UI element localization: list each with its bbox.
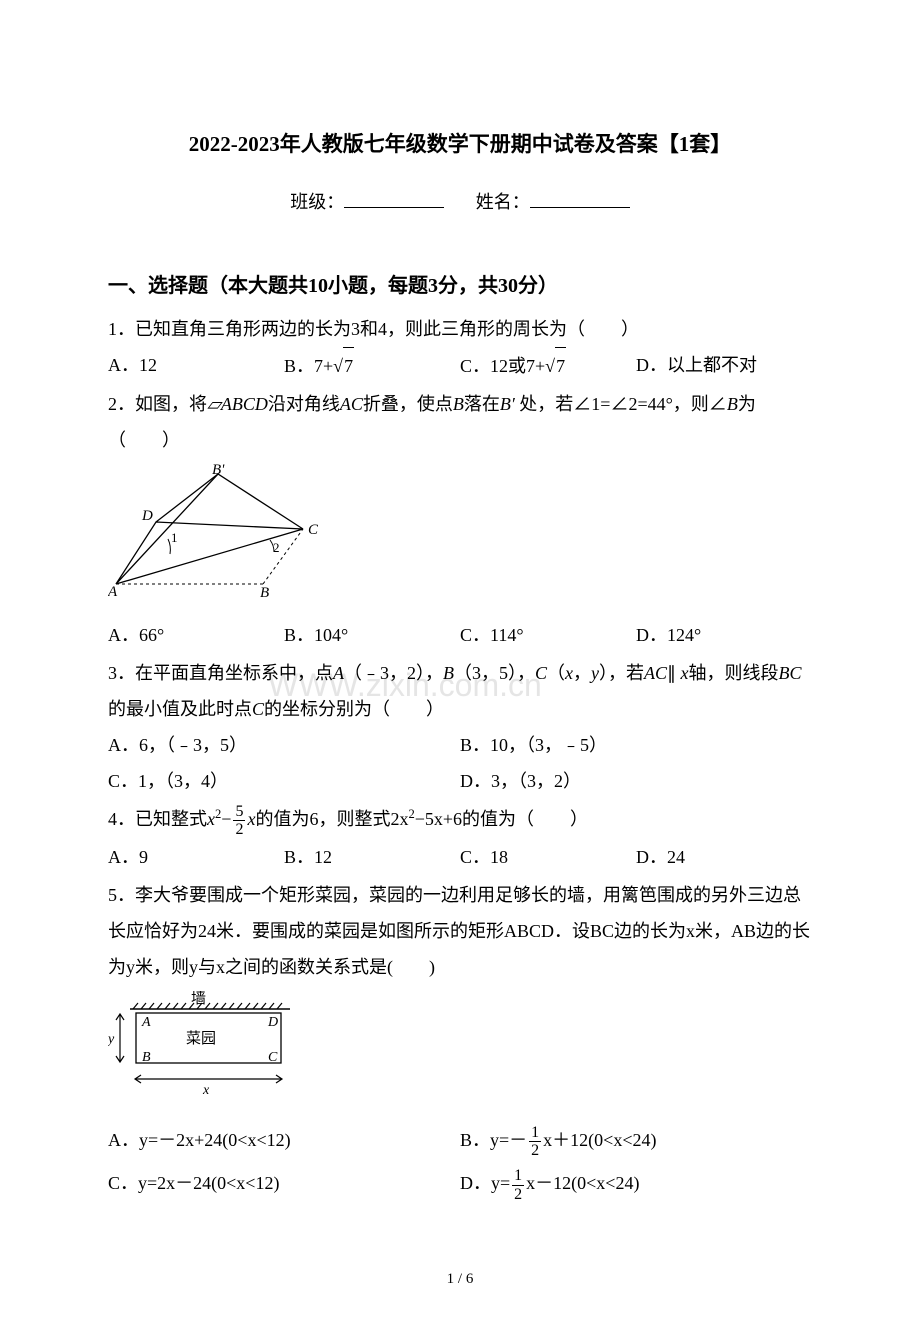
q3-opt-d: D．3，（3，2） bbox=[460, 763, 812, 799]
svg-text:菜园: 菜园 bbox=[186, 1030, 216, 1047]
section-1-title: 一、选择题（本大题共10小题，每题3分，共30分） bbox=[108, 267, 812, 305]
q1-opt-a: A．12 bbox=[108, 347, 284, 384]
q2-text: 2．如图，将▱ABCD沿对角线AC折叠，使点B落在B′ 处，若∠1=∠2=44°… bbox=[108, 386, 812, 458]
q2-options: A．66° B．104° C．114° D．124° bbox=[108, 617, 812, 653]
svg-text:1: 1 bbox=[171, 530, 178, 545]
svg-text:D: D bbox=[141, 508, 153, 524]
svg-text:B: B bbox=[142, 1050, 151, 1065]
q5-options: A．y=－2x+24(0<x<12) B．y=－12x＋12(0<x<24) C… bbox=[108, 1119, 812, 1205]
question-1: 1．已知直角三角形两边的长为3和4，则此三角形的周长为（ ） A．12 B．7+… bbox=[108, 311, 812, 384]
q5-diagram: 墙 A D B C 菜园 y x bbox=[108, 991, 812, 1113]
svg-text:A: A bbox=[141, 1015, 151, 1030]
class-label: 班级： bbox=[290, 192, 344, 212]
q4-opt-d: D．24 bbox=[636, 839, 812, 875]
svg-text:C: C bbox=[308, 522, 318, 538]
svg-text:B': B' bbox=[212, 464, 225, 478]
page-container: WWW.zixin.com.cn 2022-2023年人教版七年级数学下册期中试… bbox=[108, 125, 812, 1294]
sqrt-icon: 7 bbox=[545, 347, 566, 384]
fraction: 12 bbox=[512, 1167, 524, 1203]
name-blank bbox=[530, 190, 630, 208]
exam-title: 2022-2023年人教版七年级数学下册期中试卷及答案【1套】 bbox=[108, 125, 812, 165]
q1-text: 1．已知直角三角形两边的长为3和4，则此三角形的周长为（ ） bbox=[108, 311, 812, 347]
q1-opt-b: B．7+7 bbox=[284, 347, 460, 384]
q3-text: 3．在平面直角坐标系中，点A（﹣3，2），B（3，5），C（x，y），若AC∥ … bbox=[108, 655, 812, 727]
fold-diagram: B' D C A B 1 2 bbox=[108, 464, 318, 599]
question-5: 5．李大爷要围成一个矩形菜园，菜园的一边利用足够长的墙，用篱笆围成的另外三边总长… bbox=[108, 877, 812, 1205]
name-label: 姓名： bbox=[476, 192, 530, 212]
q5-opt-c: C．y=2x－24(0<x<12) bbox=[108, 1162, 460, 1205]
question-3: 3．在平面直角坐标系中，点A（﹣3，2），B（3，5），C（x，y），若AC∥ … bbox=[108, 655, 812, 799]
sqrt-icon: 7 bbox=[333, 347, 354, 384]
q5-text: 5．李大爷要围成一个矩形菜园，菜园的一边利用足够长的墙，用篱笆围成的另外三边总长… bbox=[108, 877, 812, 985]
q1-options: A．12 B．7+7 C．12或7+7 D．以上都不对 bbox=[108, 347, 812, 384]
fraction: 12 bbox=[529, 1124, 541, 1160]
q2-diagram: B' D C A B 1 2 bbox=[108, 464, 812, 611]
student-info-line: 班级： 姓名： bbox=[108, 185, 812, 219]
svg-text:x: x bbox=[202, 1083, 210, 1098]
svg-text:C: C bbox=[268, 1050, 278, 1065]
q4-text: 4．已知整式x2−52x的值为6，则整式2x2−5x+6的值为（ ） bbox=[108, 801, 812, 839]
q3-opt-c: C．1，（3，4） bbox=[108, 763, 460, 799]
svg-text:D: D bbox=[267, 1015, 278, 1030]
q5-opt-a: A．y=－2x+24(0<x<12) bbox=[108, 1119, 460, 1162]
page-number: 1 / 6 bbox=[108, 1265, 812, 1294]
q4-opt-c: C．18 bbox=[460, 839, 636, 875]
q1-opt-d: D．以上都不对 bbox=[636, 347, 812, 384]
q5-opt-b: B．y=－12x＋12(0<x<24) bbox=[460, 1119, 812, 1162]
q2-opt-a: A．66° bbox=[108, 617, 284, 653]
svg-text:B: B bbox=[260, 585, 269, 599]
q5-opt-d: D．y=12x－12(0<x<24) bbox=[460, 1162, 812, 1205]
svg-text:A: A bbox=[108, 584, 118, 599]
q3-opt-b: B．10，（3，﹣5） bbox=[460, 727, 812, 763]
q2-opt-b: B．104° bbox=[284, 617, 460, 653]
q4-options: A．9 B．12 C．18 D．24 bbox=[108, 839, 812, 875]
svg-text:y: y bbox=[108, 1032, 115, 1047]
class-blank bbox=[344, 190, 444, 208]
q4-opt-b: B．12 bbox=[284, 839, 460, 875]
q3-options: A．6，（﹣3，5） B．10，（3，﹣5） C．1，（3，4） D．3，（3，… bbox=[108, 727, 812, 799]
q2-opt-d: D．124° bbox=[636, 617, 812, 653]
q4-opt-a: A．9 bbox=[108, 839, 284, 875]
question-2: 2．如图，将▱ABCD沿对角线AC折叠，使点B落在B′ 处，若∠1=∠2=44°… bbox=[108, 386, 812, 653]
q3-opt-a: A．6，（﹣3，5） bbox=[108, 727, 460, 763]
question-4: 4．已知整式x2−52x的值为6，则整式2x2−5x+6的值为（ ） A．9 B… bbox=[108, 801, 812, 875]
q1-opt-c: C．12或7+7 bbox=[460, 347, 636, 384]
fraction: 52 bbox=[233, 803, 245, 839]
garden-diagram: 墙 A D B C 菜园 y x bbox=[108, 991, 298, 1101]
svg-text:2: 2 bbox=[273, 540, 280, 555]
q2-opt-c: C．114° bbox=[460, 617, 636, 653]
